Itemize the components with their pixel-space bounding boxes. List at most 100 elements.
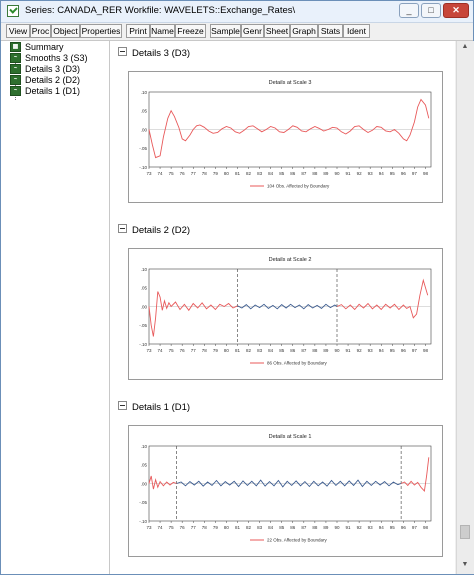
y-tick-label: .00 — [141, 127, 148, 132]
x-tick-label: 76 — [180, 348, 186, 353]
toolbar-properties-button[interactable]: Properties — [80, 24, 122, 38]
series-line-boundary — [400, 457, 430, 493]
y-tick-label: -.10 — [139, 519, 147, 524]
collapse-icon[interactable] — [118, 47, 127, 56]
x-tick-label: 90 — [334, 171, 340, 176]
section-header-details-1[interactable]: Details 1 (D1) — [118, 401, 190, 414]
tree-item-smooths-3[interactable]: ~ Smooths 3 (S3) — [10, 52, 88, 64]
x-tick-label: 95 — [390, 348, 396, 353]
x-tick-label: 80 — [224, 525, 230, 530]
x-tick-label: 84 — [268, 525, 274, 530]
toolbar-ident-button[interactable]: Ident — [343, 24, 370, 38]
minimize-button[interactable]: _ — [399, 3, 419, 18]
x-tick-label: 77 — [191, 348, 197, 353]
collapse-icon[interactable] — [118, 401, 127, 410]
title-bar[interactable]: Series: CANADA_RER Workfile: WAVELETS::E… — [1, 1, 473, 23]
chart-title: Details at Scale 1 — [269, 434, 312, 440]
y-tick-label: .10 — [141, 267, 148, 272]
x-tick-label: 92 — [357, 171, 363, 176]
x-tick-label: 83 — [257, 348, 263, 353]
x-tick-label: 92 — [357, 525, 363, 530]
x-tick-label: 77 — [191, 525, 197, 530]
x-tick-label: 73 — [146, 525, 152, 530]
scroll-down-arrow-icon[interactable]: ▼ — [461, 561, 469, 568]
x-tick-label: 73 — [146, 348, 152, 353]
y-tick-label: .05 — [141, 109, 148, 114]
x-tick-label: 96 — [401, 525, 407, 530]
y-tick-label: -.10 — [139, 342, 147, 347]
x-tick-label: 82 — [246, 171, 252, 176]
toolbar-proc-button[interactable]: Proc — [30, 24, 51, 38]
section-header-details-2[interactable]: Details 2 (D2) — [118, 224, 190, 237]
x-tick-label: 79 — [213, 171, 219, 176]
x-tick-label: 83 — [257, 171, 263, 176]
legend-label: 22 Obs. Affected by Boundary — [267, 538, 327, 543]
x-tick-label: 93 — [368, 348, 374, 353]
chart-details-1: Details at Scale 1 .10 .05 .00 -.05 -.10 73 74 7… — [128, 425, 443, 557]
tree-item-label: Details 1 (D1) — [25, 86, 81, 96]
chart-details-2: Details at Scale 2 .10 .05 .00 -.05 -.10 73 74 7… — [128, 248, 443, 380]
y-tick-label: .00 — [141, 481, 148, 486]
section-header-details-3[interactable]: Details 3 (D3) — [118, 47, 190, 60]
toolbar-freeze-button[interactable]: Freeze — [175, 24, 206, 38]
section-title: Details 3 (D3) — [132, 48, 191, 59]
x-tick-label: 79 — [213, 348, 219, 353]
maximize-button[interactable]: □ — [421, 3, 441, 18]
tree-item-details-2[interactable]: ~ Details 2 (D2) — [10, 74, 80, 86]
y-tick-label: -.05 — [139, 500, 147, 505]
graph-pane: Details 3 (D3) Details at Scale 3 .10 .05.… — [110, 41, 455, 574]
x-tick-label: 97 — [412, 171, 418, 176]
x-tick-label: 97 — [412, 348, 418, 353]
toolbar-graph-button[interactable]: Graph — [290, 24, 318, 38]
toolbar-view-button[interactable]: View — [6, 24, 30, 38]
x-tick-label: 80 — [224, 348, 230, 353]
x-tick-label: 76 — [180, 525, 186, 530]
x-tick-label: 83 — [257, 525, 263, 530]
x-tick-label: 75 — [169, 348, 175, 353]
x-tick-label: 94 — [379, 171, 385, 176]
toolbar-print-button[interactable]: Print — [126, 24, 150, 38]
x-tick-label: 75 — [169, 525, 175, 530]
y-tick-label: .05 — [141, 286, 148, 291]
x-tick-label: 79 — [213, 525, 219, 530]
tree-item-details-1[interactable]: ~ Details 1 (D1) — [10, 85, 81, 97]
y-tick-label: -.05 — [139, 146, 147, 151]
x-tick-label: 86 — [290, 525, 296, 530]
toolbar-object-button[interactable]: Object — [51, 24, 80, 38]
toolbar-name-button[interactable]: Name — [150, 24, 175, 38]
x-tick-label: 90 — [334, 348, 340, 353]
tree-item-summary[interactable]: ▦ Summary — [10, 41, 64, 53]
x-tick-label: 97 — [412, 525, 418, 530]
toolbar-sample-button[interactable]: Sample — [210, 24, 241, 38]
x-tick-label: 93 — [368, 525, 374, 530]
toolbar-stats-button[interactable]: Stats — [318, 24, 343, 38]
collapse-icon[interactable] — [118, 224, 127, 233]
tree-item-details-3[interactable]: ~ Details 3 (D3) — [10, 63, 80, 75]
x-tick-label: 81 — [235, 171, 241, 176]
vertical-scrollbar[interactable]: ▲ ▼ — [456, 41, 474, 574]
section-title: Details 2 (D2) — [132, 225, 191, 236]
toolbar-genr-button[interactable]: Genr — [241, 24, 264, 38]
x-tick-label: 98 — [423, 348, 429, 353]
x-tick-label: 98 — [423, 525, 429, 530]
series-line-unaffected — [237, 303, 338, 310]
x-tick-label: 82 — [246, 525, 252, 530]
graph-icon: ~ — [10, 86, 21, 96]
tree-pane: ▦ Summary ~ Smooths 3 (S3) ~ Details 3 (… — [1, 41, 110, 574]
x-tick-label: 95 — [390, 525, 396, 530]
scroll-up-arrow-icon[interactable]: ▲ — [461, 43, 469, 50]
x-tick-label: 74 — [158, 348, 164, 353]
close-button[interactable]: ✕ — [443, 3, 469, 18]
toolbar-sheet-button[interactable]: Sheet — [264, 24, 290, 38]
x-tick-label: 89 — [323, 348, 329, 353]
x-tick-label: 82 — [246, 348, 252, 353]
scroll-thumb[interactable] — [460, 525, 470, 539]
x-tick-label: 94 — [379, 525, 385, 530]
x-tick-label: 85 — [279, 525, 285, 530]
y-tick-label: .10 — [141, 90, 148, 95]
series-line-boundary — [148, 291, 238, 337]
x-tick-label: 84 — [268, 171, 274, 176]
chart-title: Details at Scale 3 — [269, 80, 312, 86]
